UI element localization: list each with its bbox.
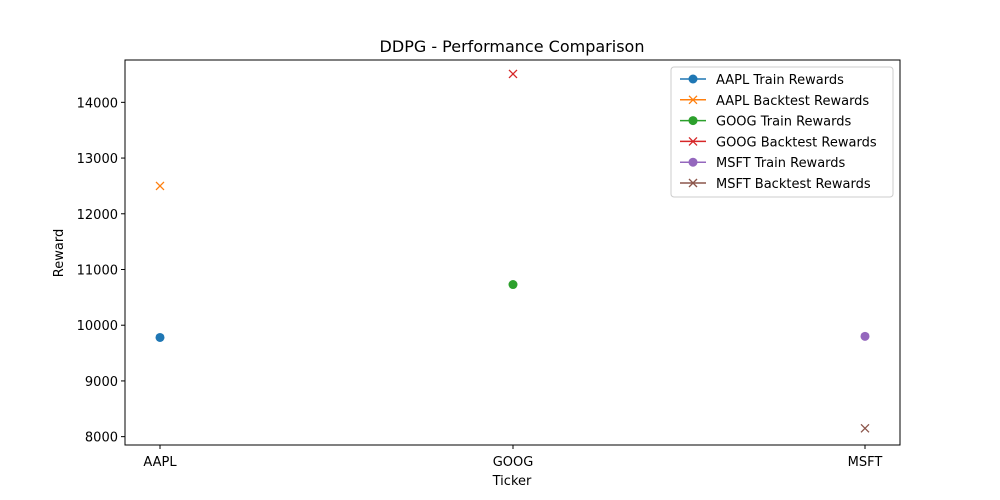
y-tick-label: 10000 bbox=[77, 319, 118, 334]
legend-box bbox=[670, 66, 894, 198]
x-tick-label: MSFT bbox=[848, 455, 883, 470]
goog-train-rewards-point bbox=[508, 280, 518, 290]
x-axis: AAPL GOOG MSFT bbox=[143, 445, 882, 470]
aapl-backtest-rewards-point bbox=[155, 181, 165, 191]
x-axis-label: Ticker bbox=[492, 474, 532, 489]
y-tick-label: 14000 bbox=[77, 96, 118, 111]
y-tick-label: 11000 bbox=[77, 263, 118, 278]
legend-item-aapl-backtest-rewards: AAPL Backtest Rewards bbox=[680, 94, 869, 109]
y-tick-label: 8000 bbox=[85, 431, 118, 446]
legend-label: AAPL Backtest Rewards bbox=[716, 94, 869, 109]
legend-marker bbox=[688, 178, 698, 188]
y-tick-label: 9000 bbox=[85, 375, 118, 390]
legend-label: AAPL Train Rewards bbox=[716, 73, 844, 88]
legend-item-goog-train-rewards: GOOG Train Rewards bbox=[680, 115, 851, 130]
legend-marker bbox=[688, 136, 698, 146]
aapl-train-rewards-point bbox=[155, 332, 165, 342]
legend-label: GOOG Backtest Rewards bbox=[716, 135, 877, 150]
msft-backtest-rewards-point bbox=[860, 423, 870, 433]
y-tick-label: 13000 bbox=[77, 152, 118, 167]
legend-label: GOOG Train Rewards bbox=[716, 115, 851, 130]
legend-item-msft-train-rewards: MSFT Train Rewards bbox=[680, 156, 846, 171]
data-markers bbox=[155, 69, 870, 433]
msft-train-rewards-point bbox=[860, 331, 870, 341]
legend-marker bbox=[688, 157, 698, 167]
legend-item-msft-backtest-rewards: MSFT Backtest Rewards bbox=[680, 177, 871, 192]
chart-title: DDPG - Performance Comparison bbox=[380, 37, 645, 56]
x-tick-label: GOOG bbox=[493, 455, 534, 470]
legend-marker bbox=[688, 95, 698, 105]
legend-marker bbox=[688, 116, 698, 126]
legend-label: MSFT Train Rewards bbox=[716, 156, 846, 171]
legend-label: MSFT Backtest Rewards bbox=[716, 177, 871, 192]
legend-marker bbox=[688, 74, 698, 84]
x-tick-label: AAPL bbox=[143, 455, 177, 470]
legend: AAPL Train Rewards AAPL Backtest Rewards G… bbox=[670, 66, 894, 198]
y-axis: 8000 9000 10000 11000 12000 13000 14000 bbox=[77, 96, 125, 446]
goog-backtest-rewards-point bbox=[508, 69, 518, 79]
y-axis-label: Reward bbox=[52, 229, 67, 277]
y-tick-label: 12000 bbox=[77, 208, 118, 223]
legend-item-aapl-train-rewards: AAPL Train Rewards bbox=[680, 73, 844, 88]
legend-item-goog-backtest-rewards: GOOG Backtest Rewards bbox=[680, 135, 877, 150]
